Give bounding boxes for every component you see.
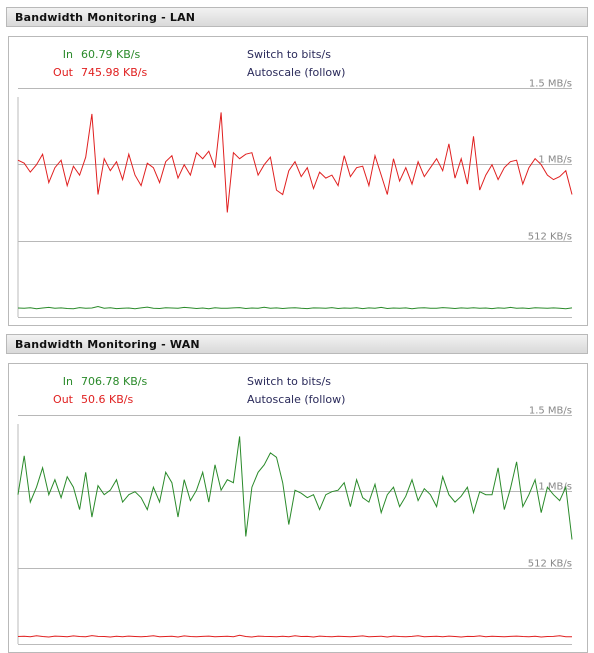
lan-tick-label: 512 KB/s bbox=[528, 232, 572, 243]
lan-switch-to-bits-link[interactable]: Switch to bits/s bbox=[247, 48, 331, 61]
wan-out-value: 50.6 KB/s bbox=[81, 393, 134, 406]
lan-bandwidth-chart: 512 KB/s 1 MB/s 1.5 MB/s bbox=[17, 79, 573, 318]
wan-in-label: In bbox=[62, 375, 73, 388]
lan-graph: In 60.79 KB/s Out 745.98 KB/s Switch to … bbox=[8, 36, 588, 326]
lan-out-value: 745.98 KB/s bbox=[81, 66, 148, 79]
wan-panel-title: Bandwidth Monitoring - WAN bbox=[15, 338, 200, 351]
lan-panel-title: Bandwidth Monitoring - LAN bbox=[15, 11, 196, 24]
wan-autoscale-link[interactable]: Autoscale (follow) bbox=[247, 393, 346, 406]
wan-panel-header: Bandwidth Monitoring - WAN bbox=[6, 334, 588, 354]
wan-switch-to-bits-link[interactable]: Switch to bits/s bbox=[247, 375, 331, 388]
lan-panel-header: Bandwidth Monitoring - LAN bbox=[6, 7, 588, 27]
lan-series-out-line bbox=[17, 112, 573, 213]
lan-out-label: Out bbox=[53, 66, 73, 79]
lan-in-value: 60.79 KB/s bbox=[81, 48, 141, 61]
wan-tick-label: 1.5 MB/s bbox=[529, 406, 572, 417]
wan-bandwidth-chart: 512 KB/s 1 MB/s 1.5 MB/s bbox=[17, 406, 573, 645]
wan-graph: In 706.78 KB/s Out 50.6 KB/s Switch to b… bbox=[8, 363, 588, 653]
wan-tick-label: 1 MB/s bbox=[538, 482, 572, 493]
wan-in-value: 706.78 KB/s bbox=[81, 375, 148, 388]
lan-tick-label: 1 MB/s bbox=[538, 155, 572, 166]
wan-out-label: Out bbox=[53, 393, 73, 406]
lan-in-label: In bbox=[62, 48, 73, 61]
lan-autoscale-link[interactable]: Autoscale (follow) bbox=[247, 66, 346, 79]
lan-series-in-line bbox=[17, 305, 573, 310]
lan-tick-label: 1.5 MB/s bbox=[529, 79, 572, 90]
wan-series-in-line bbox=[17, 436, 573, 540]
wan-tick-label: 512 KB/s bbox=[528, 559, 572, 570]
wan-series-out-line bbox=[17, 634, 573, 638]
